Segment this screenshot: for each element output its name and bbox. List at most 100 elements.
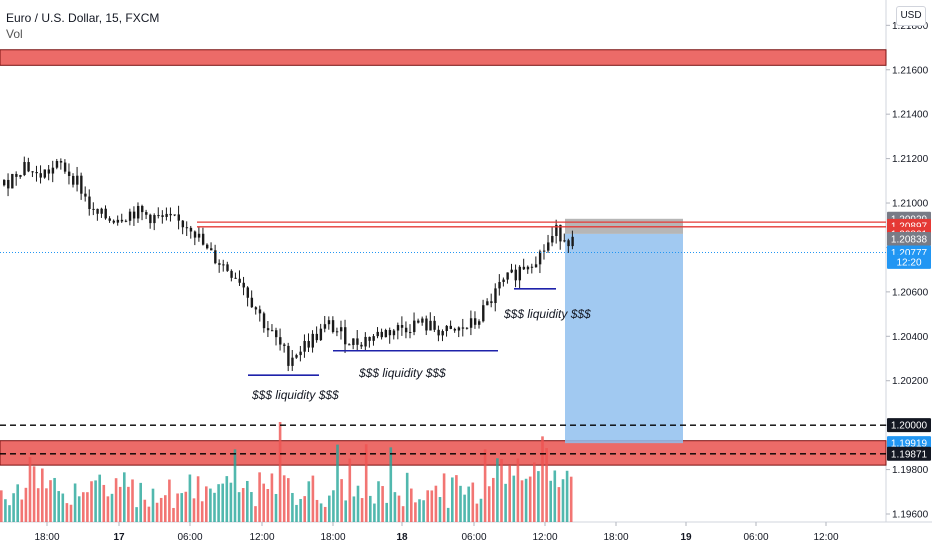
volume-bar <box>442 473 446 522</box>
volume-indicator-label: Vol <box>6 27 23 41</box>
x-tick-label: 18:00 <box>320 532 345 543</box>
candle-body <box>404 327 408 333</box>
candle-body <box>518 266 522 281</box>
volume-bar <box>561 479 565 522</box>
volume-bar <box>246 480 249 522</box>
candle-body <box>80 175 83 194</box>
candle-body <box>246 287 249 298</box>
candle-body <box>47 169 51 174</box>
candle-body <box>303 340 306 352</box>
volume-bar <box>356 485 360 522</box>
volume-bar <box>393 492 397 522</box>
volume-bar <box>446 507 450 522</box>
volume-bar <box>328 495 331 522</box>
volume-bar <box>196 476 200 522</box>
volume-bar <box>434 485 438 522</box>
volume-bar <box>258 472 261 522</box>
volume-bar <box>94 480 97 522</box>
candle-body <box>120 219 124 222</box>
volume-bar <box>151 488 155 522</box>
volume-bar <box>274 493 278 522</box>
volume-bar <box>438 497 442 522</box>
candle-body <box>449 325 452 329</box>
candle-body <box>222 264 225 266</box>
volume-bar <box>414 502 417 522</box>
candle-body <box>238 278 241 283</box>
candle-body <box>59 160 63 163</box>
volume-bar <box>295 504 298 522</box>
volume-bar <box>389 447 393 522</box>
volume-bar <box>537 471 540 522</box>
volume-bar <box>549 480 552 522</box>
volume-bar <box>360 498 364 522</box>
candle-body <box>547 242 550 251</box>
candle-body <box>307 340 310 348</box>
volume-bar <box>270 473 274 522</box>
y-tick-label: 1.20600 <box>892 287 929 298</box>
volume-bar <box>278 422 282 522</box>
candle-body <box>169 213 172 216</box>
volume-bar <box>254 506 257 522</box>
candle-body <box>43 169 46 178</box>
price-axis-tag-label: 1.20838 <box>891 235 928 246</box>
volume-bar <box>508 465 511 522</box>
candle-body <box>368 336 371 341</box>
volume-bar <box>467 486 470 522</box>
volume-bar <box>143 499 147 522</box>
volume-bar <box>336 444 339 522</box>
candle-body <box>555 224 558 237</box>
take-profit-zone <box>565 233 683 444</box>
candle-body <box>323 324 327 329</box>
volume-bar <box>451 477 454 522</box>
candle-body <box>396 325 400 331</box>
candle-body <box>498 281 501 289</box>
candle-body <box>392 330 396 336</box>
candle-body <box>19 175 22 177</box>
candle-body <box>31 171 34 173</box>
volume-bar <box>180 493 183 522</box>
volume-bar <box>213 492 216 522</box>
price-axis-tag <box>887 446 931 461</box>
candle-body <box>262 313 266 329</box>
candle-body <box>100 208 103 214</box>
volume-bar <box>229 482 233 522</box>
candle-body <box>254 307 258 310</box>
y-tick-label: 1.20400 <box>892 332 929 343</box>
y-tick-label: 1.19800 <box>892 465 929 476</box>
price-axis-tag-label: 1.20000 <box>891 421 928 432</box>
volume-bar <box>250 492 253 522</box>
candle-body <box>331 320 335 332</box>
candle-body <box>344 327 347 345</box>
candle-body <box>197 233 201 238</box>
volume-bar <box>496 458 499 522</box>
volume-bar <box>303 496 306 522</box>
volume-bar <box>127 486 130 522</box>
candle-body <box>356 338 359 345</box>
volume-bar <box>492 477 495 522</box>
volume-bar <box>430 490 434 522</box>
volume-bar <box>188 474 192 522</box>
candle-body <box>315 333 319 341</box>
volume-bar <box>225 476 229 522</box>
candle-body <box>161 215 164 217</box>
candle-body <box>287 345 290 366</box>
volume-bar <box>131 479 134 522</box>
candle-body <box>413 320 416 333</box>
volume-bar <box>86 492 89 522</box>
liquidity-label: $$$ liquidity $$$ <box>503 307 591 321</box>
candle-body <box>124 220 128 222</box>
candle-body <box>92 208 95 210</box>
volume-bar <box>332 490 335 522</box>
candle-body <box>469 318 473 328</box>
currency-button[interactable]: USD <box>896 6 926 26</box>
candle-body <box>275 330 278 338</box>
y-tick-label: 1.21800 <box>892 21 929 32</box>
candle-body <box>145 212 148 215</box>
volume-bar <box>401 506 405 522</box>
candle-body <box>417 320 420 323</box>
candle-body <box>11 173 14 189</box>
candle-body <box>230 270 233 278</box>
candle-body <box>218 263 221 265</box>
